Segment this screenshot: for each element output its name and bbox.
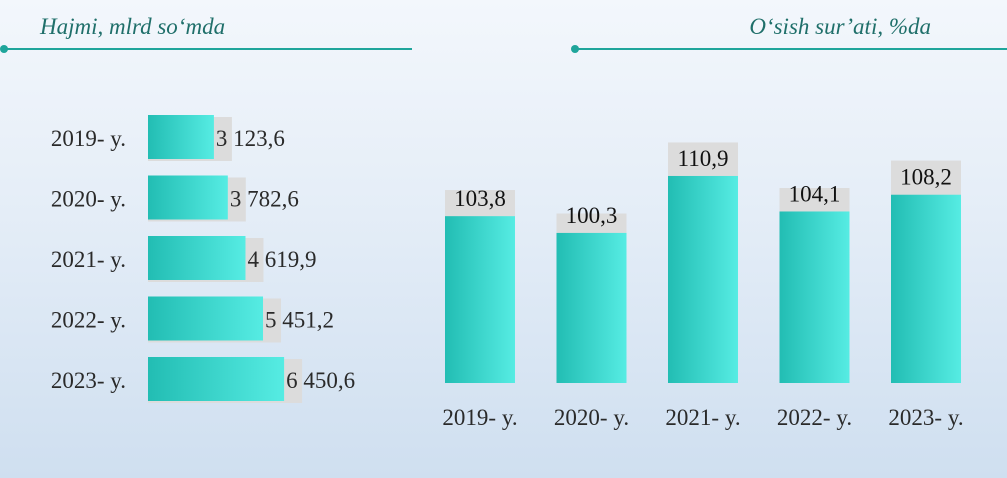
growth-value-label: 100,3 (566, 203, 618, 228)
growth-bar (556, 232, 627, 383)
volume-value-label: 6 450,6 (286, 368, 355, 393)
volume-category-label: 2019- y. (51, 126, 126, 151)
left-title-rule (0, 45, 412, 53)
rule-dot-icon (0, 45, 8, 53)
volume-value-label: 3 123,6 (216, 126, 285, 151)
growth-bar (779, 211, 850, 383)
growth-category-label: 2019- y. (442, 405, 517, 430)
growth-value-label: 108,2 (900, 165, 952, 190)
volume-bar (148, 236, 246, 280)
volume-bar (148, 115, 214, 159)
growth-category-label: 2023- y. (888, 405, 963, 430)
volume-bar (148, 296, 264, 341)
volume-category-label: 2021- y. (51, 247, 126, 272)
growth-bar (891, 194, 961, 383)
volume-value-label: 5 451,2 (265, 308, 334, 333)
left-chart-title: Hajmi, mlrd so‘mda (40, 14, 226, 39)
volume-bar (148, 175, 228, 220)
rule-dot-icon (571, 45, 579, 53)
growth-category-label: 2021- y. (665, 405, 740, 430)
growth-value-label: 103,8 (454, 186, 506, 211)
volume-bar (148, 357, 285, 401)
right-title-rule (571, 45, 1007, 53)
right-chart-title: O‘sish sur’ati, %da (749, 14, 931, 39)
volume-value-label: 4 619,9 (247, 247, 316, 272)
growth-category-label: 2020- y. (554, 405, 629, 430)
growth-bar (445, 216, 515, 383)
volume-category-label: 2023- y. (51, 368, 126, 393)
volume-bar-chart: 2019- y. 3 123,6 2020- y. 3 782,6 2021- y. 4 … (51, 115, 355, 403)
volume-value-label: 3 782,6 (230, 187, 299, 212)
growth-bar (668, 175, 738, 383)
growth-category-label: 2022- y. (777, 405, 852, 430)
growth-value-label: 104,1 (789, 181, 841, 206)
growth-value-label: 110,9 (678, 146, 729, 171)
volume-category-label: 2022- y. (51, 308, 126, 333)
volume-category-label: 2020- y. (51, 187, 126, 212)
